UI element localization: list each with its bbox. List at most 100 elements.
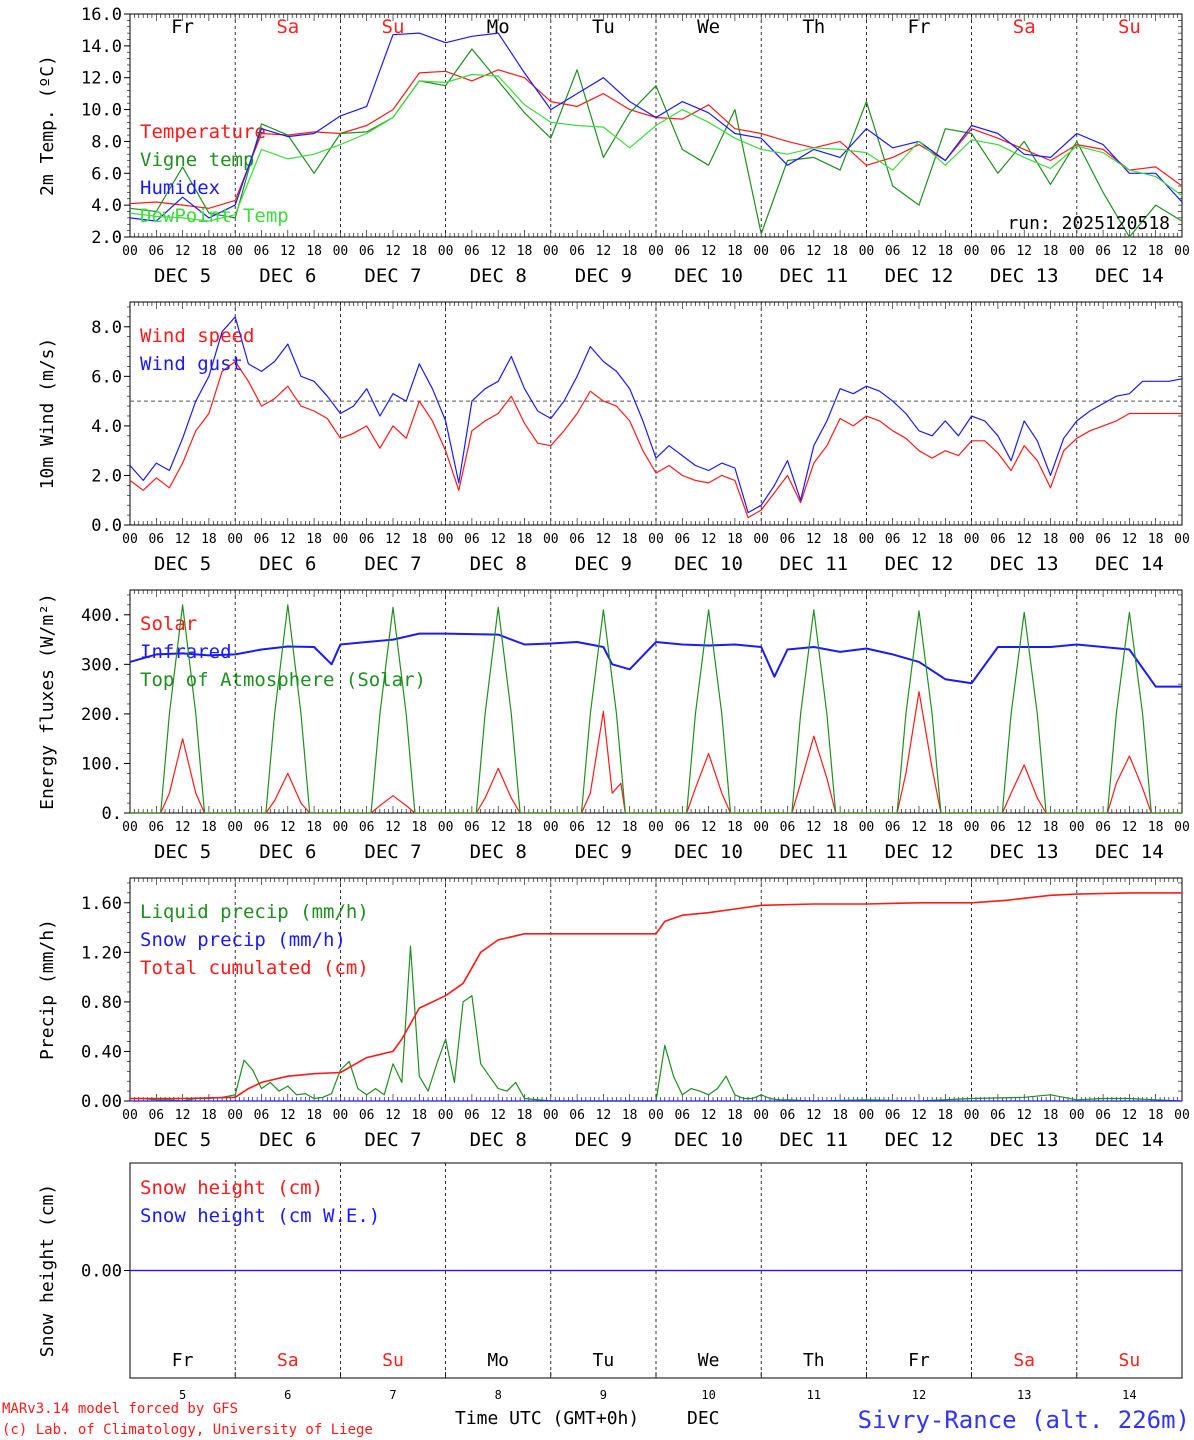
hour-tick-label: 12 (490, 244, 506, 259)
y-axis-label: 10m Wind (m/s) (37, 338, 58, 490)
legend-entry: Snow height (cm W.E.) (140, 1205, 380, 1227)
y-axis-label: Energy fluxes (W/m²) (37, 593, 58, 810)
date-label: DEC 6 (259, 265, 316, 287)
hour-tick-label: 06 (254, 244, 270, 259)
series-line-total-cumulated-cm- (130, 892, 1182, 1100)
hour-tick-label: 00 (333, 532, 349, 547)
legend-entry: Humidex (140, 177, 220, 199)
date-label: DEC 11 (779, 1129, 848, 1151)
y-axis-label: 2m Temp. (ºC) (37, 55, 58, 196)
date-label: DEC 5 (154, 553, 211, 575)
day-number-label: 9 (600, 1388, 607, 1402)
day-name-label: Mo (487, 16, 510, 38)
hour-tick-label: 06 (254, 1108, 270, 1123)
hour-tick-label: 06 (254, 532, 270, 547)
hour-tick-label: 06 (148, 244, 164, 259)
day-name-label: Su (1119, 1350, 1141, 1371)
hour-tick-label: 06 (674, 1108, 690, 1123)
date-label: DEC 10 (674, 841, 743, 863)
hour-tick-label: 12 (596, 532, 612, 547)
hour-tick-label: 06 (885, 244, 901, 259)
hour-tick-label: 12 (490, 820, 506, 835)
legend-entry: Total cumulated (cm) (140, 957, 369, 979)
hour-tick-label: 06 (674, 820, 690, 835)
hour-tick-label: 00 (753, 244, 769, 259)
hour-tick-label: 00 (964, 1108, 980, 1123)
hour-tick-label: 06 (359, 532, 375, 547)
date-label: DEC 6 (259, 1129, 316, 1151)
hour-tick-label: 00 (859, 1108, 875, 1123)
y-tick-label: 12.0 (81, 69, 122, 89)
day-name-label: We (697, 16, 720, 38)
y-axis-label: Snow height (cm) (37, 1184, 58, 1357)
hour-tick-label: 00 (438, 820, 454, 835)
day-name-label: Fr (908, 1350, 930, 1371)
date-label: DEC 8 (470, 841, 527, 863)
footer-credit-line1: MARv3.14 model forced by GFS (2, 1401, 238, 1417)
day-number-label: 10 (701, 1388, 715, 1402)
y-tick-label: 8.0 (91, 132, 122, 152)
day-name-label: Su (382, 16, 405, 38)
hour-tick-label: 18 (1043, 244, 1059, 259)
hour-tick-label: 18 (727, 1108, 743, 1123)
date-label: DEC 10 (674, 1129, 743, 1151)
y-tick-label: 16.0 (81, 5, 122, 25)
hour-tick-label: 06 (990, 1108, 1006, 1123)
legend-entry: Top of Atmosphere (Solar) (140, 669, 426, 691)
hour-tick-label: 18 (622, 532, 638, 547)
hour-tick-label: 18 (1148, 1108, 1164, 1123)
hour-tick-label: 00 (1174, 1108, 1190, 1123)
day-name-label: Sa (1013, 16, 1036, 38)
hour-tick-label: 06 (359, 1108, 375, 1123)
hour-tick-label: 12 (596, 244, 612, 259)
hour-tick-label: 00 (438, 1108, 454, 1123)
hour-tick-label: 18 (411, 1108, 427, 1123)
hour-tick-label: 12 (280, 532, 296, 547)
hour-tick-label: 18 (306, 820, 322, 835)
panel-precip: 00 06 12 18 00 06 12 18 00 06 12 18 00 06 12 18 00 06 12 18… (37, 877, 1190, 1151)
date-label: DEC 10 (674, 553, 743, 575)
hour-tick-label: 00 (964, 820, 980, 835)
date-label: DEC 9 (575, 1129, 632, 1151)
hour-tick-label: 12 (280, 244, 296, 259)
day-name-label: We (698, 1350, 720, 1371)
day-name-label: Tu (592, 16, 615, 38)
day-name-label: Tu (593, 1350, 615, 1371)
date-label: DEC 8 (470, 1129, 527, 1151)
legend-entry: Wind gust (140, 353, 243, 375)
y-tick-label: 0. (102, 804, 122, 824)
day-number-label: 5 (179, 1388, 186, 1402)
hour-tick-label: 18 (937, 1108, 953, 1123)
hour-tick-label: 00 (753, 1108, 769, 1123)
hour-tick-label: 12 (806, 532, 822, 547)
hour-tick-label: 12 (385, 820, 401, 835)
y-tick-label: 400. (81, 606, 122, 626)
run-annotation: run: 2025120518 (1007, 213, 1170, 234)
hour-tick-label: 18 (832, 532, 848, 547)
hour-tick-label: 00 (438, 244, 454, 259)
hour-tick-label: 00 (122, 532, 138, 547)
hour-tick-label: 06 (254, 820, 270, 835)
y-tick-label: 14.0 (81, 37, 122, 57)
series-line-humidex (129, 32, 1183, 222)
hour-tick-label: 12 (596, 820, 612, 835)
hour-tick-label: 06 (464, 244, 480, 259)
hour-tick-label: 00 (122, 244, 138, 259)
y-tick-label: 6.0 (91, 164, 122, 184)
panels-group: 00 06 12 18 00 06 12 18 00 06 12 18 00 06 12 18 00 06 12 18… (37, 5, 1190, 1402)
legend-entry: Vigne temp (140, 149, 254, 171)
date-label: DEC 9 (575, 553, 632, 575)
day-number-label: 14 (1122, 1388, 1136, 1402)
panel-wind: 00 06 12 18 00 06 12 18 00 06 12 18 00 06 12 18 00 06 12 18… (37, 301, 1190, 575)
date-label: DEC 14 (1095, 265, 1164, 287)
hour-tick-label: 12 (385, 532, 401, 547)
hour-tick-label: 18 (1043, 1108, 1059, 1123)
series-line-temperature (129, 69, 1183, 209)
hour-tick-label: 06 (674, 532, 690, 547)
series-line-vigne-temp (129, 48, 1183, 238)
hour-tick-label: 12 (175, 244, 191, 259)
hour-tick-label: 06 (1095, 820, 1111, 835)
hour-tick-label: 18 (1043, 820, 1059, 835)
hour-tick-label: 00 (753, 820, 769, 835)
hour-tick-label: 00 (122, 820, 138, 835)
